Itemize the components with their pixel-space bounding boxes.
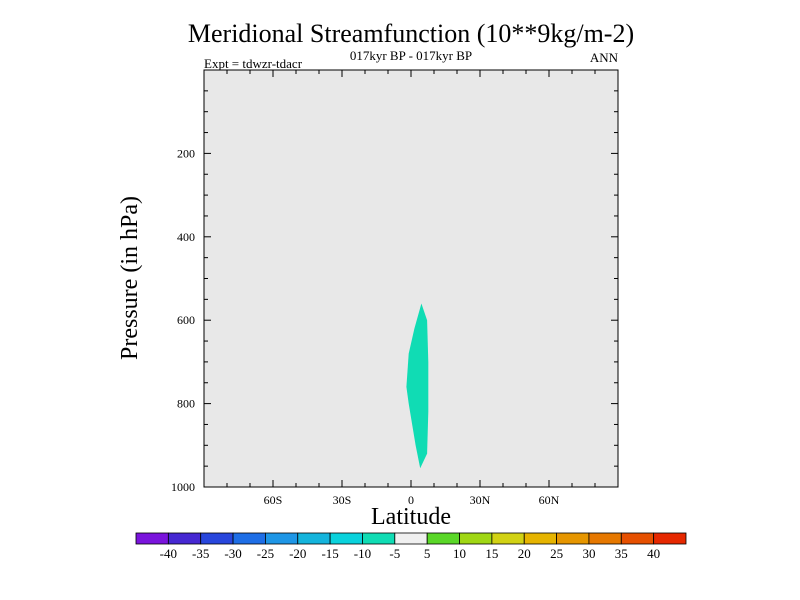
x-axis-label: Latitude bbox=[371, 504, 451, 530]
y-axis-label: Pressure (in hPa) bbox=[117, 196, 143, 360]
colorbar-label-7: -5 bbox=[389, 546, 400, 561]
colorbar-label-11: 20 bbox=[518, 546, 531, 561]
colorbar-box-12 bbox=[523, 532, 557, 545]
colorbar-label-6: -10 bbox=[354, 546, 371, 561]
plot-frame bbox=[203, 69, 619, 488]
contour-region-0 bbox=[406, 303, 429, 469]
x-tick-label-2: 0 bbox=[408, 493, 414, 507]
colorbar-label-13: 30 bbox=[582, 546, 595, 561]
colorbar-label-1: -35 bbox=[192, 546, 209, 561]
colorbar-box-2 bbox=[200, 532, 234, 545]
experiment-label: Expt = tdwzr-tdacr bbox=[204, 56, 303, 71]
y-tick-label-3: 800 bbox=[177, 397, 195, 411]
colorbar-box-7 bbox=[362, 532, 396, 545]
colorbar-box-10 bbox=[459, 532, 493, 545]
colorbar-label-14: 35 bbox=[615, 546, 628, 561]
x-tick-label-0: 60S bbox=[264, 493, 283, 507]
colorbar-box-5 bbox=[297, 532, 331, 545]
colorbar-label-3: -25 bbox=[257, 546, 274, 561]
axis-ticks bbox=[204, 70, 618, 488]
colorbar-label-12: 25 bbox=[550, 546, 563, 561]
colorbar-labels: -40 -35 -30 -25 -20 -15 -10 -5 5 10 15 20 25 30 35 40 bbox=[160, 546, 660, 561]
y-tick-label-0: 200 bbox=[177, 146, 195, 160]
colorbar-label-8: 5 bbox=[424, 546, 431, 561]
colorbar-label-2: -30 bbox=[224, 546, 241, 561]
colorbar-box-0 bbox=[135, 532, 169, 545]
x-tick-label-3: 30N bbox=[470, 493, 491, 507]
x-tick-labels: 60S 30S 0 30N 60N bbox=[264, 493, 560, 507]
season-label: ANN bbox=[590, 50, 619, 65]
colorbar-box-14 bbox=[588, 532, 622, 545]
contour-regions bbox=[406, 303, 429, 469]
chart-subtitle: 017kyr BP - 017kyr BP bbox=[350, 48, 472, 63]
colorbar-label-0: -40 bbox=[160, 546, 177, 561]
colorbar-box-1 bbox=[167, 532, 202, 545]
plot-area bbox=[204, 70, 618, 487]
chart-title: Meridional Streamfunction (10**9kg/m-2) bbox=[188, 19, 634, 48]
colorbar-box-16 bbox=[653, 532, 687, 545]
colorbar-box-15 bbox=[620, 532, 655, 545]
colorbar-box-13 bbox=[556, 532, 590, 545]
colorbar-box-11 bbox=[491, 532, 525, 545]
colorbar-label-5: -15 bbox=[321, 546, 338, 561]
colorbar-label-4: -20 bbox=[289, 546, 306, 561]
colorbar-label-10: 15 bbox=[485, 546, 498, 561]
x-tick-label-4: 60N bbox=[539, 493, 560, 507]
y-tick-label-2: 600 bbox=[177, 313, 195, 327]
y-tick-labels: 200 400 600 800 1000 bbox=[171, 146, 195, 494]
colorbar-label-15: 40 bbox=[647, 546, 660, 561]
x-tick-label-1: 30S bbox=[333, 493, 352, 507]
colorbar-box-4 bbox=[265, 532, 299, 545]
y-tick-label-1: 400 bbox=[177, 230, 195, 244]
colorbar-box-3 bbox=[232, 532, 266, 545]
colorbar bbox=[135, 532, 687, 545]
colorbar-box-6 bbox=[329, 532, 363, 545]
colorbar-box-9 bbox=[426, 532, 460, 545]
y-tick-label-4: 1000 bbox=[171, 480, 195, 494]
colorbar-label-9: 10 bbox=[453, 546, 466, 561]
colorbar-box-8 bbox=[394, 532, 428, 545]
